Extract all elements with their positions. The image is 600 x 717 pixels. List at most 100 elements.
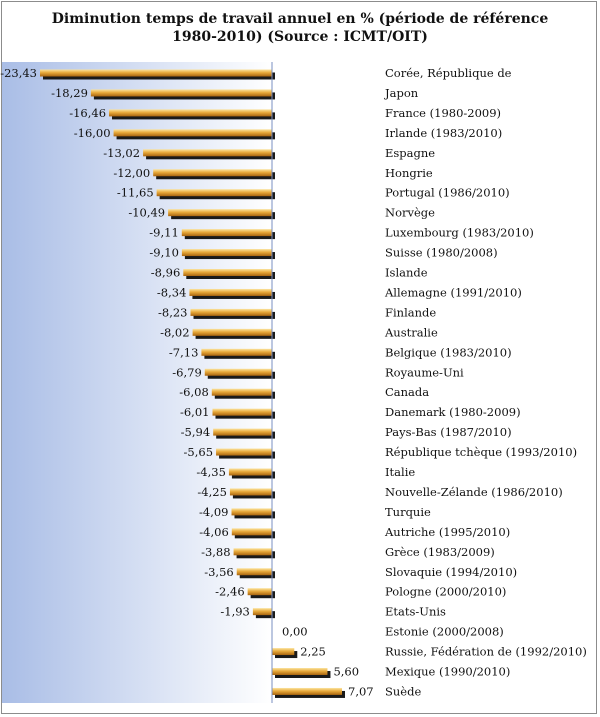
category-label: Royaume-Uni <box>385 365 464 379</box>
bar <box>189 288 272 296</box>
category-label: Italie <box>385 465 415 479</box>
category-label: Suisse (1980/2008) <box>385 246 498 260</box>
category-label: Portugal (1986/2010) <box>385 186 510 200</box>
bar <box>272 668 328 675</box>
value-label: -2,46 <box>215 585 245 599</box>
value-label: -8,23 <box>158 305 188 319</box>
bar <box>168 209 272 217</box>
category-labels-group: Corée, République de Japon France (1980-20… <box>384 66 587 698</box>
bar <box>109 109 272 117</box>
category-label: France (1980-2009) <box>385 106 501 120</box>
bar <box>190 308 272 316</box>
category-label: Pays-Bas (1987/2010) <box>385 425 512 439</box>
bar <box>272 648 295 656</box>
bar <box>212 408 272 416</box>
category-label: Corée, République de <box>385 66 512 80</box>
bar <box>201 348 272 356</box>
chart-title: Diminution temps de travail annuel en % … <box>0 10 600 46</box>
category-label: Russie, Fédération de (1992/2010) <box>385 645 587 659</box>
bar <box>192 328 272 336</box>
value-label: -4,35 <box>196 465 226 479</box>
category-label: Hongrie <box>385 166 433 180</box>
value-label: -16,00 <box>74 126 111 140</box>
value-label: -9,10 <box>149 246 179 260</box>
value-label: -4,06 <box>199 525 229 539</box>
value-label: 5,60 <box>333 665 359 679</box>
bar <box>181 249 272 257</box>
category-label: Turquie <box>385 505 431 519</box>
bar <box>231 508 272 516</box>
value-label: -4,09 <box>199 505 229 519</box>
value-label: 7,07 <box>348 684 374 698</box>
category-label: Australie <box>384 325 438 339</box>
category-label: Allemagne (1991/2010) <box>384 285 522 299</box>
bar <box>213 428 272 436</box>
bar <box>252 608 272 616</box>
category-label: Canada <box>385 385 429 399</box>
bar <box>236 568 272 576</box>
value-label: -6,08 <box>179 385 209 399</box>
category-label: Grèce (1983/2009) <box>385 545 495 559</box>
bar <box>40 69 272 77</box>
bar <box>181 229 272 237</box>
value-label: -1,93 <box>220 605 250 619</box>
value-label: -3,88 <box>201 545 231 559</box>
value-label: -12,00 <box>113 166 150 180</box>
chart-title-line-1: Diminution temps de travail annuel en % … <box>51 11 549 27</box>
value-label: -8,96 <box>151 266 181 280</box>
category-label: Japon <box>384 86 419 100</box>
bar <box>272 687 343 695</box>
bar <box>183 269 272 276</box>
value-label: -16,46 <box>69 106 106 120</box>
value-label: -8,02 <box>160 325 190 339</box>
value-label: -9,11 <box>149 226 179 240</box>
value-label: -5,94 <box>181 425 211 439</box>
value-label: -4,25 <box>197 485 227 499</box>
bar <box>211 388 272 396</box>
value-label: 0,00 <box>282 625 308 639</box>
bar <box>156 189 272 197</box>
value-label: -8,34 <box>157 285 187 299</box>
category-label: République tchèque (1993/2010) <box>385 445 577 459</box>
bar <box>229 488 272 496</box>
category-label: Irlande (1983/2010) <box>385 126 502 140</box>
bar <box>204 368 272 376</box>
category-label: Slovaquie (1994/2010) <box>385 565 517 579</box>
category-label: Mexique (1990/2010) <box>385 665 510 679</box>
value-label: -6,01 <box>180 405 210 419</box>
value-label: -3,56 <box>204 565 234 579</box>
bar <box>90 89 272 97</box>
category-label: Etats-Unis <box>385 605 446 619</box>
bar <box>228 468 272 476</box>
category-label: Islande <box>385 266 428 280</box>
bar <box>231 528 272 536</box>
category-label: Norvège <box>385 206 435 220</box>
bar <box>247 588 272 596</box>
category-label: Danemark (1980-2009) <box>385 405 521 419</box>
value-label: -10,49 <box>128 206 165 220</box>
plot-area <box>2 62 272 703</box>
category-label: Suède <box>385 684 421 698</box>
value-label: -13,02 <box>103 146 140 160</box>
category-label: Luxembourg (1983/2010) <box>385 226 534 240</box>
value-label: -5,65 <box>184 445 214 459</box>
category-label: Autriche (1995/2010) <box>384 525 510 539</box>
value-label: -11,65 <box>117 186 154 200</box>
bar <box>113 129 272 137</box>
value-label: -7,13 <box>169 345 199 359</box>
bar <box>143 149 272 157</box>
bar <box>216 448 272 456</box>
value-label: 2,25 <box>300 645 326 659</box>
category-label: Belgique (1983/2010) <box>385 345 512 359</box>
category-label: Finlande <box>385 305 436 319</box>
value-label: -6,79 <box>172 365 202 379</box>
value-label: -23,43 <box>0 66 37 80</box>
category-label: Espagne <box>385 146 435 160</box>
value-label: -18,29 <box>51 86 88 100</box>
bar <box>233 548 272 556</box>
category-label: Estonie (2000/2008) <box>385 625 504 639</box>
category-label: Nouvelle-Zélande (1986/2010) <box>385 485 563 499</box>
chart-title-line-2: 1980-2010) (Source : ICMT/OIT) <box>172 29 428 45</box>
bar <box>153 169 272 177</box>
